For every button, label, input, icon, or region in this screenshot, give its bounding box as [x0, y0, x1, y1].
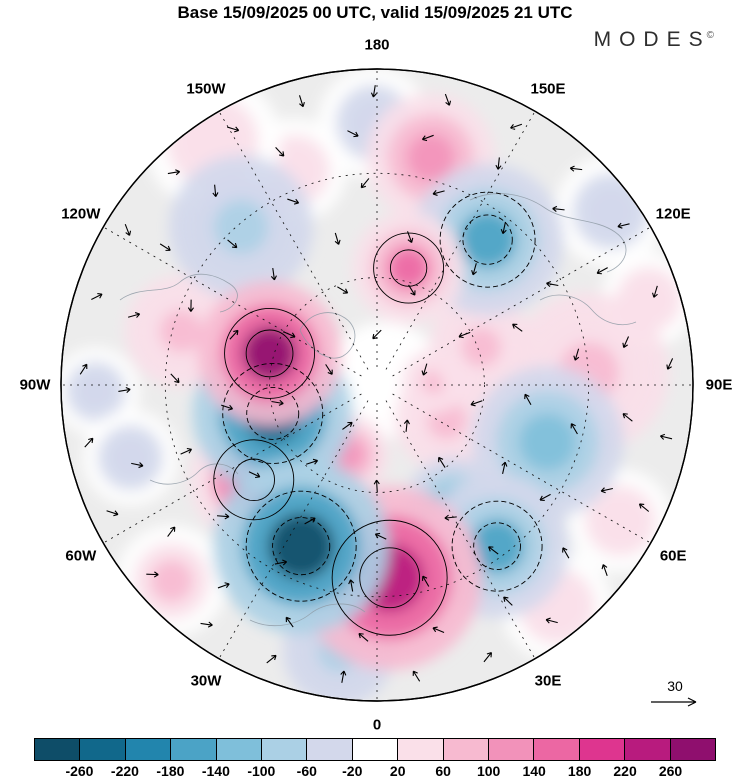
colorbar-segment-11	[534, 739, 580, 760]
polar-anomaly-map	[60, 68, 694, 702]
colorbar-segment-9	[443, 739, 490, 760]
colorbar-tick-100: 100	[476, 763, 501, 779]
modes-logo-text: MODES	[593, 28, 711, 51]
colorbar-tick--100: -100	[247, 763, 276, 779]
colorbar-segment-4	[216, 739, 263, 760]
reference-arrow-icon	[651, 697, 697, 707]
colorbar-segment-7	[352, 739, 399, 760]
lon-label-30W: 30W	[190, 672, 222, 690]
colorbar-segment-13	[625, 739, 671, 760]
lon-label-90W: 90W	[19, 376, 51, 394]
colorbar-tick--140: -140	[201, 763, 230, 779]
lon-label-120W: 120W	[61, 205, 101, 223]
colorbar-segment-2	[125, 739, 172, 760]
colorbar-tick-labels: -260 -220 -180 -140 -100 -60 -20 20 60 100 140 180 2…	[34, 763, 716, 781]
colorbar-tick-60: 60	[435, 763, 451, 779]
colorbar-segment-0	[35, 739, 81, 760]
lon-label-60W: 60W	[65, 547, 97, 565]
lon-label-90E: 90E	[705, 376, 733, 394]
colorbar-segment-12	[579, 739, 626, 760]
colorbar-tick-20: 20	[389, 763, 406, 779]
colorbar-segment-3	[171, 739, 217, 760]
colorbar-tick--60: -60	[296, 763, 317, 779]
colorbar-tick--260: -260	[65, 763, 94, 779]
wind-arrows	[79, 85, 674, 683]
lon-label-30E: 30E	[534, 672, 562, 690]
colorbar-tick-180: 180	[567, 763, 592, 779]
lon-label-0: 0	[372, 716, 382, 734]
colorbar-tick-260: 260	[658, 763, 683, 779]
colorbar-tick--180: -180	[156, 763, 185, 779]
modes-logo-copyright: ©	[706, 30, 714, 41]
lon-label-120E: 120E	[655, 205, 691, 223]
vector-reference: 30	[646, 678, 704, 713]
colorbar-tick-220: 220	[613, 763, 637, 779]
coastlines	[119, 193, 637, 626]
vector-reference-label: 30	[667, 678, 683, 694]
chart-title: Base 15/09/2025 00 UTC, valid 15/09/2025…	[177, 3, 573, 22]
colorbar-segment-5	[262, 739, 308, 760]
lon-label-60E: 60E	[659, 547, 687, 565]
colorbar-segment-8	[398, 739, 444, 760]
lon-label-150E: 150E	[530, 80, 566, 98]
colorbar-tick--20: -20	[342, 763, 363, 779]
colorbar-tick--220: -220	[110, 763, 139, 779]
modes-logo: MODES©	[594, 28, 714, 52]
contours	[213, 191, 543, 636]
colorbar-tick-140: 140	[522, 763, 546, 779]
lon-label-150W: 150W	[186, 80, 226, 98]
colorbar	[34, 738, 716, 761]
colorbar-segment-1	[80, 739, 126, 760]
colorbar-segment-6	[307, 739, 353, 760]
lon-label-180: 180	[364, 36, 390, 54]
colorbar-segment-10	[489, 739, 535, 760]
graticule	[62, 70, 692, 700]
colorbar-segment-14	[670, 739, 716, 760]
